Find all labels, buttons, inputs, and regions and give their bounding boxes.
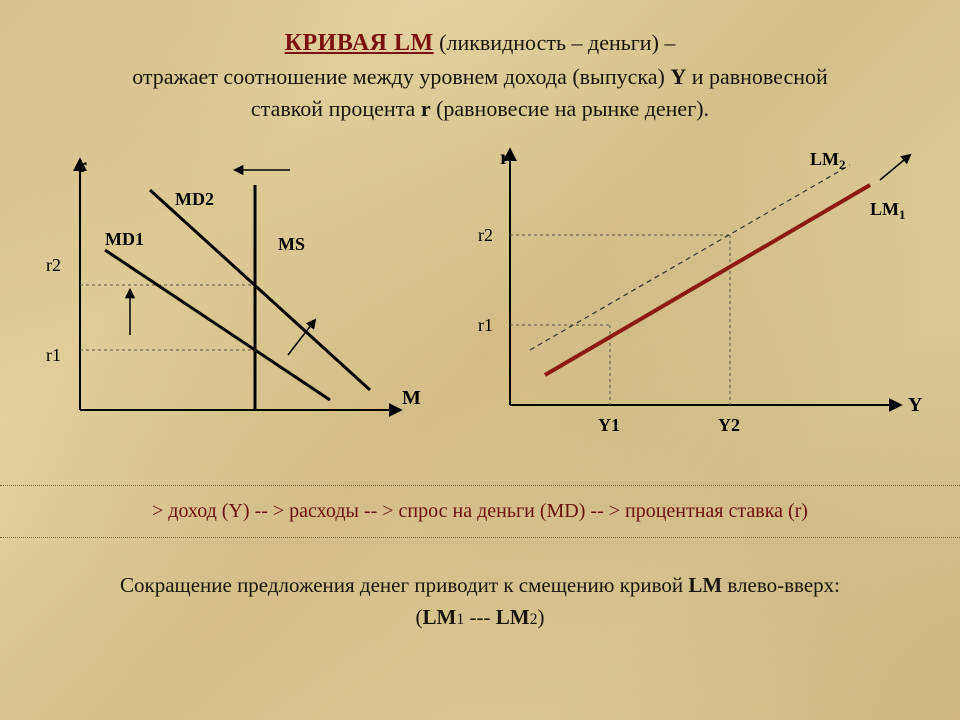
svg-text:MS: MS	[278, 234, 305, 254]
money-market-chart: Mr r1 r2 MS MD1 MD2	[30, 150, 450, 455]
svg-text:LM1: LM1	[870, 199, 906, 222]
title-rest: (ликвидность – деньги) –	[434, 30, 676, 55]
causal-chain: > доход (Y) -- > расходы -- > спрос на д…	[0, 485, 960, 538]
svg-text:LM2: LM2	[810, 149, 846, 172]
svg-text:r2: r2	[46, 255, 61, 275]
svg-text:MD1: MD1	[105, 229, 144, 249]
title-line2: отражает соотношение между уровнем доход…	[0, 61, 960, 93]
svg-text:MD2: MD2	[175, 189, 214, 209]
title-line3: ставкой процента r (равновесие на рынке …	[0, 93, 960, 125]
title-block: КРИВАЯ LM (ликвидность – деньги) – отраж…	[0, 0, 960, 125]
footer-line1: Сокращение предложения денег приводит к …	[0, 570, 960, 602]
svg-text:Y2: Y2	[718, 415, 740, 435]
footer-note: Сокращение предложения денег приводит к …	[0, 570, 960, 633]
svg-text:M: M	[402, 387, 421, 409]
svg-text:r: r	[500, 147, 509, 169]
lm-curve-chart: Yr r1 r2 Y1 Y2 LM1 LM2	[470, 145, 950, 460]
svg-text:r1: r1	[46, 345, 61, 365]
title-line1: КРИВАЯ LM (ликвидность – деньги) –	[0, 26, 960, 61]
svg-text:Y: Y	[908, 394, 923, 416]
svg-text:Y1: Y1	[598, 415, 620, 435]
svg-text:r1: r1	[478, 315, 493, 335]
title-main: КРИВАЯ LM	[285, 30, 434, 56]
footer-line2: (LM1 --- LM2)	[0, 602, 960, 634]
svg-text:r: r	[78, 155, 87, 177]
svg-text:r2: r2	[478, 225, 493, 245]
